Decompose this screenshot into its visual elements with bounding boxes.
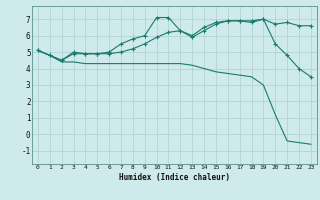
X-axis label: Humidex (Indice chaleur): Humidex (Indice chaleur) (119, 173, 230, 182)
